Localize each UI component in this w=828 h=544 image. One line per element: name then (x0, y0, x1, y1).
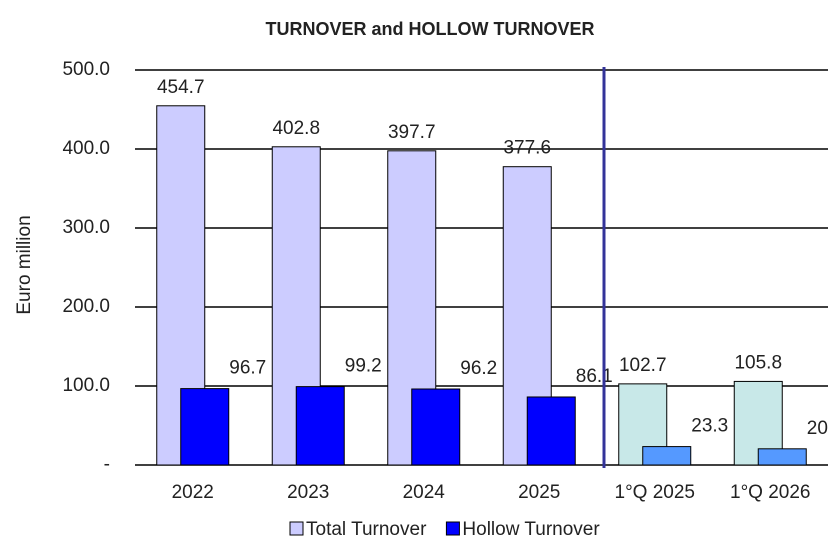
bar (526, 396, 576, 466)
bar (295, 386, 345, 466)
x-tick-label: 1°Q 2025 (615, 482, 696, 503)
x-tick-label: 1°Q 2026 (730, 482, 811, 503)
legend-swatch (289, 521, 304, 536)
value-label: 86.1 (576, 366, 613, 387)
x-tick-label: 2023 (287, 482, 329, 503)
x-tick-label: 2022 (172, 482, 214, 503)
bar (411, 388, 461, 466)
value-label: 23.3 (691, 416, 728, 437)
y-tick-label: 500.0 (62, 59, 110, 80)
value-label: 377.6 (503, 138, 551, 159)
bar (180, 388, 230, 466)
chart-title: TURNOVER and HOLLOW TURNOVER (266, 19, 595, 39)
x-tick-label: 2024 (403, 482, 446, 503)
value-label: 96.2 (460, 358, 497, 379)
y-tick-label: 300.0 (62, 217, 110, 238)
y-axis-label: Euro million (14, 215, 35, 314)
y-tick-label: 200.0 (62, 296, 110, 317)
legend-label: Hollow Turnover (462, 519, 600, 540)
value-label: 96.7 (229, 358, 266, 379)
legend-label: Total Turnover (306, 519, 427, 540)
y-tick-label: 400.0 (62, 138, 110, 159)
value-label: 397.7 (388, 122, 436, 143)
value-label: 454.7 (157, 77, 205, 98)
value-label: 402.8 (272, 118, 320, 139)
bar (642, 446, 692, 466)
y-tick-label: - (104, 454, 110, 475)
value-label: 102.7 (619, 355, 667, 376)
legend-swatch (445, 521, 460, 536)
value-label: 99.2 (345, 356, 382, 377)
bar (757, 448, 807, 466)
value-label: 20.5 (807, 418, 828, 439)
y-tick-label: 100.0 (62, 375, 110, 396)
x-tick-label: 2025 (518, 482, 560, 503)
value-label: 105.8 (734, 352, 782, 373)
